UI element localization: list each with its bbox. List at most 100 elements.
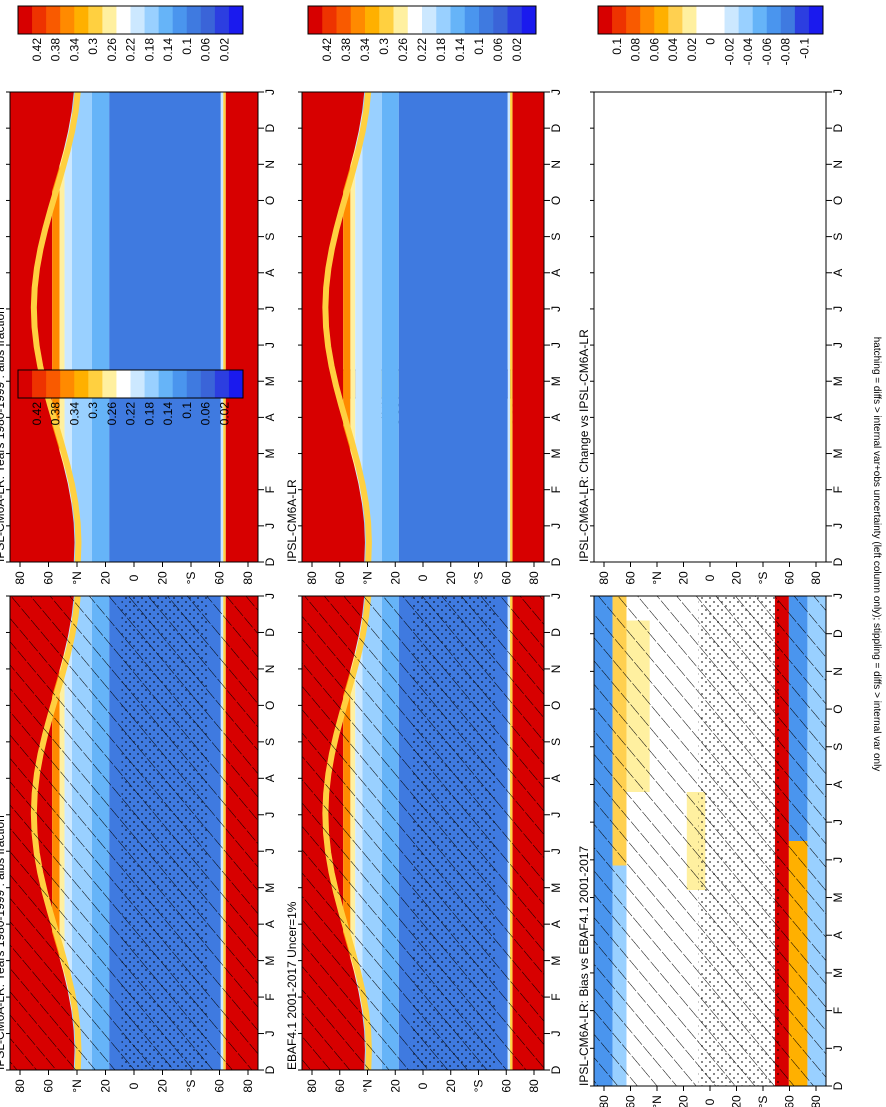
month-tick-label: J xyxy=(263,89,277,95)
month-tick-label: J xyxy=(831,857,845,863)
colorbar-tick-label: 0.26 xyxy=(105,402,119,426)
lat-tick-label: 80 xyxy=(809,1095,823,1107)
month-tick-label: J xyxy=(831,523,845,529)
month-tick-label: J xyxy=(549,306,563,312)
lat-tick-label: °S xyxy=(756,572,770,585)
colorbar-swatch xyxy=(186,6,202,34)
month-tick-label: S xyxy=(831,743,845,751)
month-tick-label: N xyxy=(549,665,563,674)
month-tick-label: O xyxy=(549,196,563,205)
month-tick-label: A xyxy=(263,920,277,928)
lat-tick-label: 80 xyxy=(305,571,319,585)
colorbar-swatch xyxy=(102,370,117,398)
month-tick-label: N xyxy=(831,667,845,676)
month-tick-label: J xyxy=(549,1031,563,1037)
colorbar-tick-label: 0.1 xyxy=(180,402,194,419)
colorbar-swatch xyxy=(308,6,323,34)
colorbar-tick-label: -0.08 xyxy=(779,38,793,66)
lat-tick-label: 80 xyxy=(241,1079,255,1093)
panel-title: IPSL-CM6A-LR: Bias vs EBAF4.1 2001-2017 xyxy=(577,846,591,1086)
colorbar-tick-label: -0.1 xyxy=(797,38,811,59)
month-tick-label: M xyxy=(263,956,277,966)
lat-tick-label: 60 xyxy=(499,1079,513,1093)
colorbar-swatch xyxy=(752,6,768,34)
month-tick-label: F xyxy=(831,1007,845,1014)
lat-tick-label: 20 xyxy=(388,571,402,585)
colorbar-swatch xyxy=(450,6,466,34)
colorbar-tick-label: 0.26 xyxy=(105,38,119,62)
lat-tick-label: 0 xyxy=(127,574,141,581)
month-tick-label: J xyxy=(549,812,563,818)
month-tick-label: M xyxy=(549,376,563,386)
colorbar-swatch xyxy=(172,6,188,34)
colorbar-swatch xyxy=(626,6,641,34)
colorbar-swatch xyxy=(350,6,366,34)
colorbar-swatch xyxy=(507,6,523,34)
colorbar-swatch xyxy=(116,6,131,34)
colorbar-swatch xyxy=(422,6,437,34)
colorbar-tick-label: 0.38 xyxy=(49,38,63,62)
colorbar-swatch xyxy=(18,370,33,398)
colorbar-tick-label: 0.34 xyxy=(67,402,81,426)
colorbar-swatch xyxy=(60,6,75,34)
colorbar-swatch xyxy=(682,6,697,34)
lat-tick-label: °S xyxy=(472,1080,486,1093)
colorbar-swatch xyxy=(228,6,244,34)
colorbar-tick-label: 0.18 xyxy=(142,38,156,62)
month-tick-label: O xyxy=(263,196,277,205)
lat-tick-label: °S xyxy=(184,572,198,585)
month-tick-label: F xyxy=(263,993,277,1000)
month-tick-label: A xyxy=(831,931,845,939)
lat-tick-label: 20 xyxy=(99,571,113,585)
month-tick-label: J xyxy=(549,342,563,348)
month-tick-label: J xyxy=(263,1031,277,1037)
colorbar-swatch xyxy=(696,6,711,34)
panel-title: IPSL-CM6A-LR: Years 1980-1999 : albs fra… xyxy=(0,815,7,1070)
month-tick-label: S xyxy=(263,738,277,746)
colorbar-tick-label: 0.38 xyxy=(339,38,353,62)
colorbar-swatch xyxy=(766,6,782,34)
month-tick-label: J xyxy=(263,523,277,529)
panel-title: EBAF4.1 2001-2017 Uncer=1% xyxy=(285,901,299,1070)
panel-1: D J F M A M J J A S O N D J 80 60 °N 20 0 20 °S 60 80 IPSL-CM6A… xyxy=(0,5,277,1093)
lat-tick-label: 20 xyxy=(156,571,170,585)
colorbar-swatch xyxy=(407,6,423,34)
lat-tick-label: 80 xyxy=(527,1079,541,1093)
lat-tick-label: 60 xyxy=(42,1079,56,1093)
lat-tick-label: °N xyxy=(650,571,664,584)
lat-tick-label: °S xyxy=(472,572,486,585)
colorbar-tick-label: 0.02 xyxy=(217,38,231,62)
month-tick-label: D xyxy=(831,123,845,132)
colorbar xyxy=(17,5,244,35)
month-tick-label: J xyxy=(549,523,563,529)
lat-tick-label: 0 xyxy=(703,574,717,581)
lat-tick-label: °N xyxy=(650,1095,664,1107)
month-tick-label: J xyxy=(831,306,845,312)
month-tick-label: J xyxy=(549,89,563,95)
colorbar-tick-label: 0.14 xyxy=(161,402,175,426)
lat-tick-label: 20 xyxy=(444,1079,458,1093)
colorbar-swatch xyxy=(379,6,394,34)
lat-tick-label: 60 xyxy=(333,571,347,585)
month-tick-label: A xyxy=(831,780,845,788)
month-tick-label: D xyxy=(263,1065,277,1074)
colorbar-swatch xyxy=(200,6,216,34)
lat-tick-label: 60 xyxy=(624,1095,638,1107)
colorbar-tick-label: 0.02 xyxy=(217,402,231,426)
colorbar-swatch xyxy=(130,370,146,398)
month-tick-label: J xyxy=(831,819,845,825)
month-tick-label: O xyxy=(831,196,845,205)
colorbar-tick-label: 0.1 xyxy=(472,38,486,55)
lat-tick-label: 60 xyxy=(42,571,56,585)
colorbar-tick-label: 0.08 xyxy=(629,38,643,62)
colorbar-swatch xyxy=(32,6,47,34)
lat-tick-label: °S xyxy=(756,1096,770,1107)
month-tick-label: D xyxy=(263,123,277,132)
lat-tick-label: 20 xyxy=(156,1079,170,1093)
colorbar-tick-label: 0.38 xyxy=(49,402,63,426)
colorbar xyxy=(307,5,537,35)
panel-4: D J F M A M J J A S O N D J 80 60 °N 20 0 20 °S 60 80 IPSL-CM6A… xyxy=(285,5,563,585)
month-tick-label: D xyxy=(263,628,277,637)
month-tick-label: D xyxy=(549,628,563,637)
colorbar-swatch xyxy=(738,6,754,34)
